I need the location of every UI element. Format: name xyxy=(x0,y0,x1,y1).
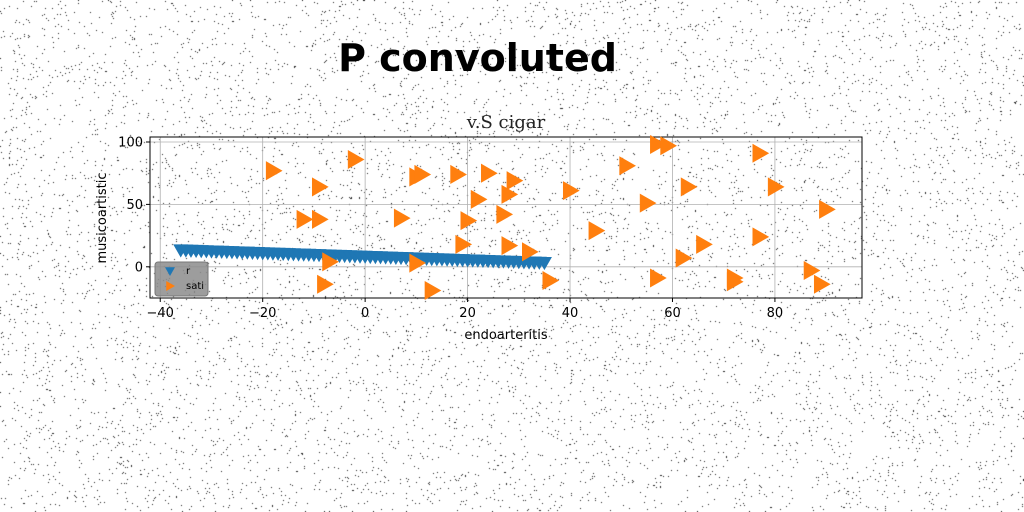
x-tick-label-4: 40 xyxy=(562,306,579,321)
figure-suptitle: P convoluted xyxy=(338,36,617,80)
y-tick-label-0: 0 xyxy=(135,260,143,275)
legend-label-r: r xyxy=(186,266,191,277)
point-sati-5 xyxy=(450,164,467,184)
point-sati-35 xyxy=(650,268,667,288)
point-sati-37 xyxy=(726,272,744,292)
point-sati-17 xyxy=(639,193,657,213)
point-sati-8 xyxy=(650,134,667,155)
point-sati-10 xyxy=(619,156,636,176)
x-tick-label-6: 80 xyxy=(767,306,784,321)
point-sati-28 xyxy=(501,236,519,256)
point-sati-24 xyxy=(588,221,606,241)
point-sati-25 xyxy=(752,227,770,247)
y-tick-label-1: 50 xyxy=(126,198,143,213)
axis-ticks: −40 −20 0 20 40 60 80 0 50 100 xyxy=(118,135,783,321)
point-sati-19 xyxy=(311,209,329,229)
data-points xyxy=(173,134,836,301)
point-sati-38 xyxy=(813,274,831,294)
point-sati-15 xyxy=(501,184,519,204)
point-sati-26 xyxy=(696,234,713,254)
y-axis-label: musicoartistic xyxy=(95,172,110,263)
point-sati-31 xyxy=(322,252,339,272)
legend-marker-sati xyxy=(166,281,175,291)
point-sati-9 xyxy=(660,136,677,156)
point-sati-14 xyxy=(562,181,580,201)
x-tick-label-5: 60 xyxy=(664,306,681,321)
x-axis-label: endoarteritis xyxy=(464,328,548,343)
point-sati-18 xyxy=(296,209,314,229)
legend-label-sati: sati xyxy=(186,281,204,292)
point-sati-20 xyxy=(393,208,411,228)
point-r-71 xyxy=(536,257,552,271)
point-sati-23 xyxy=(819,199,836,219)
point-sati-34 xyxy=(542,271,560,291)
legend[interactable]: r sati xyxy=(154,261,209,297)
point-sati-2 xyxy=(347,149,365,169)
x-tick-label-2: 0 xyxy=(361,306,369,321)
point-sati-22 xyxy=(496,204,514,224)
point-sati-6 xyxy=(481,163,498,183)
grid-lines xyxy=(150,137,862,298)
y-tick-label-2: 100 xyxy=(118,135,143,150)
x-tick-label-1: −20 xyxy=(249,306,276,321)
point-sati-13 xyxy=(767,177,785,197)
chart-title: v.S cigar xyxy=(466,112,546,133)
legend-marker-r xyxy=(165,267,175,276)
point-sati-33 xyxy=(803,261,821,281)
point-sati-1 xyxy=(311,177,329,197)
point-sati-7 xyxy=(506,171,524,191)
point-sati-11 xyxy=(752,143,770,163)
point-sati-30 xyxy=(675,248,693,268)
plot-area-frame xyxy=(149,136,863,299)
x-tick-label-0: −40 xyxy=(147,306,174,321)
point-sati-16 xyxy=(470,189,488,209)
point-sati-32 xyxy=(409,253,426,273)
point-sati-4 xyxy=(414,164,432,184)
point-sati-0 xyxy=(265,161,283,181)
point-sati-40 xyxy=(424,280,442,301)
point-sati-39 xyxy=(317,274,334,294)
point-sati-27 xyxy=(455,234,473,254)
point-sati-21 xyxy=(460,211,478,231)
x-tick-label-3: 20 xyxy=(459,306,476,321)
point-sati-29 xyxy=(522,242,539,262)
point-sati-12 xyxy=(680,177,698,197)
